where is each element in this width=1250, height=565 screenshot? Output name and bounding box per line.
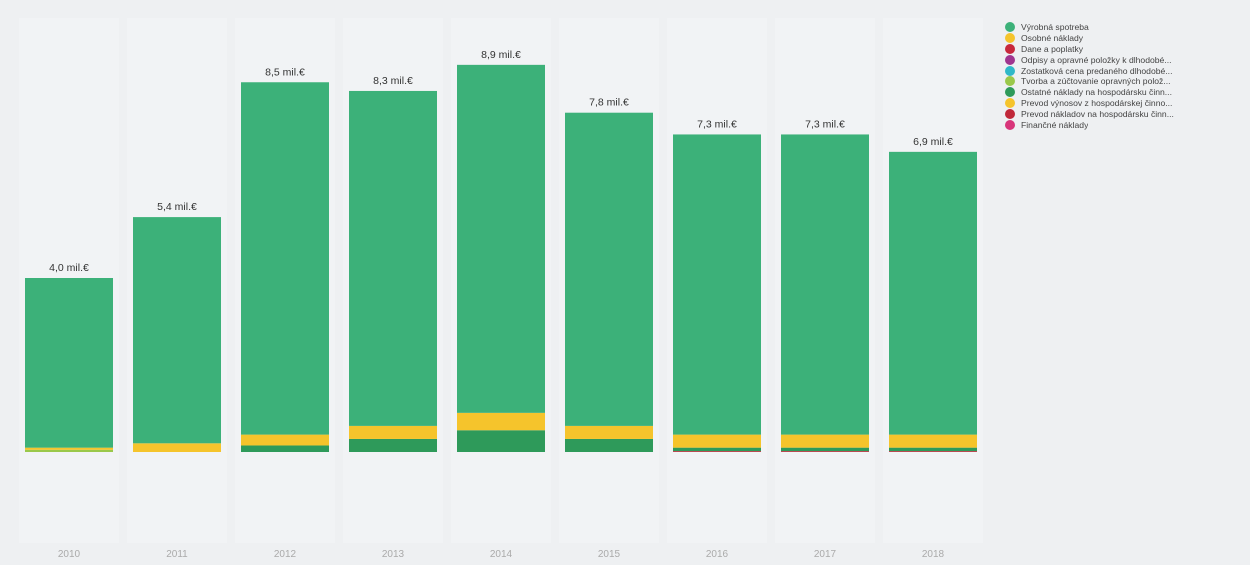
bar-segment [133,217,221,444]
legend-swatch [1005,119,1015,130]
bar-segment [457,64,545,413]
bar-segment [241,82,329,435]
legend-label: Dane a poplatky [1021,43,1084,54]
legend-item[interactable]: Prevod výnosov z hospodárskej činno... [1005,97,1245,109]
legend-swatch [1005,65,1015,76]
total-label: 4,0 mil.€ [49,262,89,274]
total-label: 7,8 mil.€ [589,97,629,109]
bar-segment [241,434,329,446]
legend-label: Prevod nákladov na hospodársku činn... [1021,108,1174,119]
x-tick-label: 2016 [706,549,729,560]
bar-segment [457,430,545,452]
legend-swatch [1005,54,1015,65]
bar-segment [673,134,761,435]
bar-segment [349,438,437,452]
legend-item[interactable]: Zostatková cena predaného dlhodobé... [1005,65,1245,76]
legend-item[interactable]: Tvorba a zúčtovanie opravných polož... [1005,76,1245,87]
bar-segment [349,90,437,426]
legend-swatch [1005,76,1015,87]
total-label: 7,3 mil.€ [697,118,737,130]
legend-swatch [1005,87,1015,98]
bar-segment [565,425,653,439]
legend-item[interactable]: Odpisy a opravné položky k dlhodobé... [1005,54,1245,65]
x-tick-label: 2013 [382,549,405,560]
legend-label: Finančné náklady [1021,119,1089,130]
bar-segment [457,412,545,431]
x-axis-ticks: 2010 2011 2012 2013 2014 2015 2016 2017 2018 [58,549,945,560]
total-label: 8,9 mil.€ [481,49,521,61]
bar-segment [889,151,977,435]
legend-label: Prevod výnosov z hospodárskej činno... [1021,97,1173,108]
bars [25,64,977,452]
legend-item[interactable]: Osobné náklady [1005,33,1245,44]
bar-segment [673,451,761,452]
value-labels: 4,0 mil.€ 5,4 mil.€ 8,5 mil.€ 8,3 mil.€ 8,9 … [49,49,953,274]
bar-segment [25,278,113,448]
legend-item[interactable]: Výrobná spotreba [1005,22,1245,33]
bar-segment [781,434,869,448]
x-tick-label: 2018 [922,549,945,560]
total-label: 7,3 mil.€ [805,118,845,130]
legend-label: Zostatková cena predaného dlhodobé... [1021,65,1173,76]
legend-swatch [1005,97,1015,108]
legend: Výrobná spotreba Osobné náklady Dane a pop… [1005,22,1245,130]
bar-segment [673,434,761,448]
bar-segment [25,447,113,450]
bar-segment [25,449,113,452]
total-label: 6,9 mil.€ [913,136,953,148]
legend-item[interactable]: Prevod nákladov na hospodársku činn... [1005,108,1245,119]
legend-swatch [1005,22,1015,33]
legend-label: Výrobná spotreba [1021,22,1089,33]
bar-segment [889,447,977,452]
legend-label: Odpisy a opravné položky k dlhodobé... [1021,54,1172,65]
bar-segment [241,445,329,452]
x-tick-label: 2012 [274,549,297,560]
legend-item[interactable]: Dane a poplatky [1005,43,1245,55]
x-tick-label: 2014 [490,549,513,560]
bar-segment [889,451,977,452]
x-tick-label: 2011 [166,549,188,560]
legend-swatch [1005,108,1015,119]
bar-segment [565,438,653,452]
bar-segment [349,425,437,439]
bar-segment [781,134,869,435]
bar-segment [133,443,221,452]
x-tick-label: 2017 [814,549,837,560]
total-label: 8,3 mil.€ [373,75,413,87]
legend-swatch [1005,43,1015,54]
total-label: 8,5 mil.€ [265,66,305,78]
x-tick-label: 2015 [598,549,621,560]
legend-item[interactable]: Finančné náklady [1005,119,1245,130]
legend-item[interactable]: Ostatné náklady na hospodársku činn... [1005,87,1245,98]
legend-label: Ostatné náklady na hospodársku činn... [1021,87,1172,98]
legend-label: Osobné náklady [1021,33,1084,44]
total-label: 5,4 mil.€ [157,201,197,213]
bar-segment [781,447,869,452]
legend-swatch [1005,33,1015,44]
bar-segment [673,447,761,452]
x-tick-label: 2010 [58,549,81,560]
legend-label: Tvorba a zúčtovanie opravných polož... [1021,76,1171,87]
bar-segment [565,112,653,426]
bar-segment [889,434,977,448]
bar-segment [781,451,869,452]
